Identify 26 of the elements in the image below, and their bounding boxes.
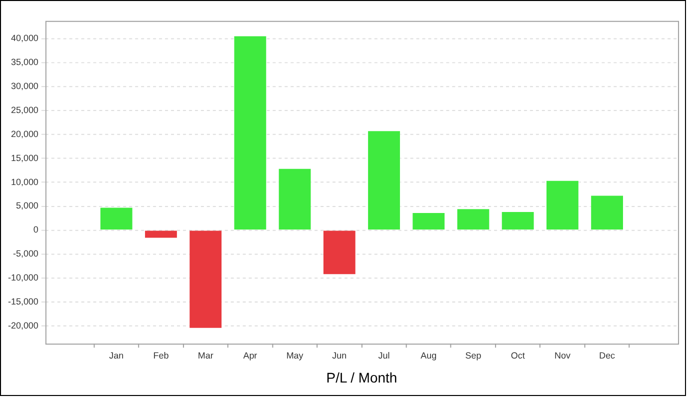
- x-axis-title: P/L / Month: [326, 370, 398, 386]
- y-tick-label: 25,000: [10, 104, 38, 115]
- y-tick-label: 15,000: [10, 152, 38, 163]
- x-tick-label: Sep: [465, 350, 482, 360]
- y-tick-label: 0: [33, 224, 38, 235]
- y-tick-label: -20,000: [8, 320, 38, 330]
- x-tick-label: Oct: [510, 350, 526, 360]
- y-tick-label: -5,000: [12, 248, 38, 259]
- y-tick-label: 10,000: [10, 176, 38, 187]
- x-tick-label: Aug: [420, 350, 437, 360]
- x-tick-label: Apr: [243, 350, 258, 360]
- y-tick-label: 30,000: [10, 80, 38, 91]
- y-tick-label: 35,000: [10, 57, 38, 68]
- y-tick-label: -15,000: [8, 296, 38, 306]
- x-tick-label: Feb: [153, 350, 169, 360]
- x-tick-label: May: [286, 350, 304, 360]
- x-tick-label: Jun: [332, 350, 347, 360]
- x-tick-label: Jan: [109, 350, 124, 360]
- x-tick-label: Nov: [554, 350, 571, 360]
- y-tick-label: 5,000: [16, 200, 38, 211]
- x-tick-label: Dec: [599, 350, 616, 360]
- y-tick-label: -10,000: [8, 272, 38, 283]
- x-tick-label: Mar: [198, 350, 214, 360]
- y-tick-label: 40,000: [10, 33, 38, 44]
- x-tick-label: Jul: [378, 350, 390, 360]
- y-tick-label: 20,000: [10, 128, 38, 139]
